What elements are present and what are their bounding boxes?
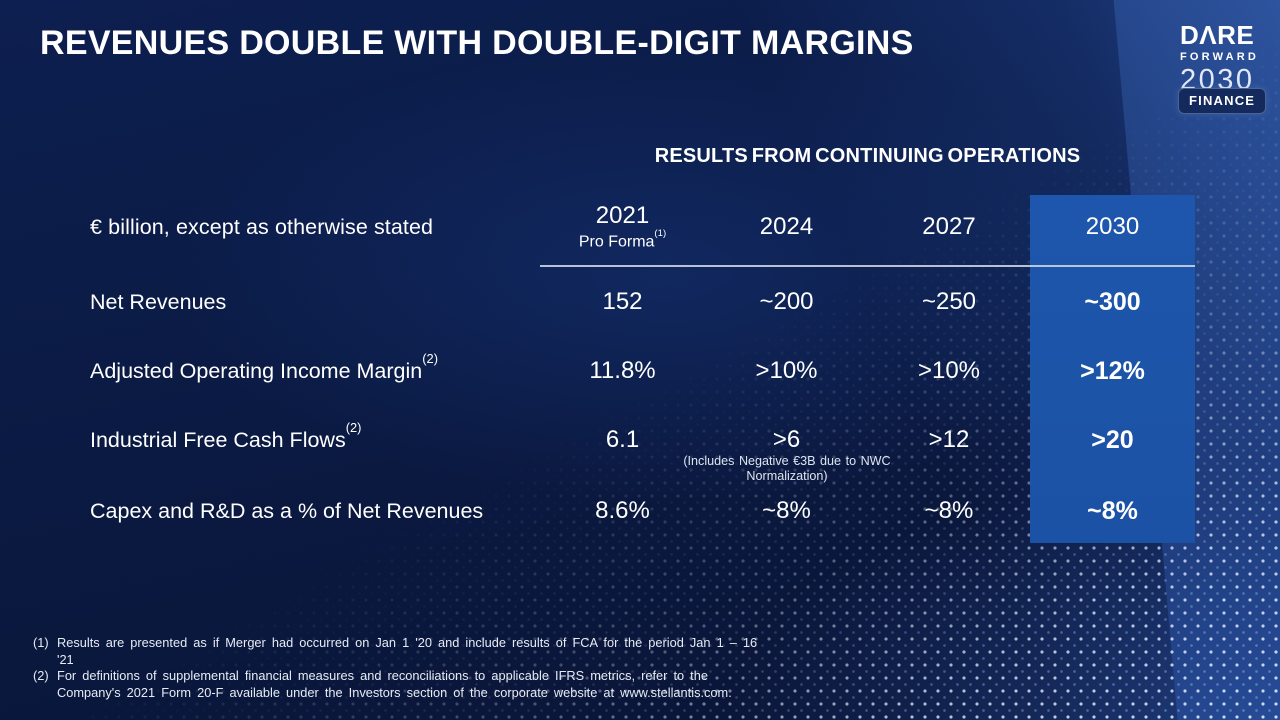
column-header-2030: 2030: [1085, 213, 1140, 240]
footnote-text: Results are presented as if Merger had o…: [57, 635, 758, 667]
table-cell: >6: [772, 426, 801, 453]
unit-note: € billion, except as otherwise stated: [90, 214, 434, 239]
row-label: Industrial Free Cash Flows(2): [90, 420, 362, 453]
table-header-row: € billion, except as otherwise stated 20…: [90, 195, 1195, 259]
column-header-2024: 2024: [759, 213, 814, 240]
table-cell: 11.8%: [589, 357, 656, 384]
table-cell: >12%: [1080, 356, 1145, 385]
table-cell: ~200: [759, 288, 814, 315]
table-cell: 8.6%: [595, 497, 650, 524]
footnote-ref-2: (2): [422, 351, 438, 367]
table-row-adjusted-operating-income-margin: Adjusted Operating Income Margin(2) 11.8…: [90, 346, 1195, 396]
fcf-2024-note: (Includes Negative €3B due to NWC Normal…: [683, 454, 891, 483]
table-heading: RESULTS FROM CONTINUING OPERATIONS: [654, 145, 1081, 167]
table-row-net-revenues: Net Revenues 152 ~200 ~250 ~300: [90, 277, 1195, 327]
dare-forward-2030-logo: DΛRE FORWARD 2030: [1180, 22, 1259, 95]
slide-title: REVENUES DOUBLE WITH DOUBLE-DIGIT MARGIN…: [40, 24, 914, 62]
footnote-marker: (2): [33, 668, 49, 683]
logo-forward-text: FORWARD: [1180, 51, 1260, 63]
finance-badge: FINANCE: [1178, 88, 1267, 114]
table-cell: >12: [928, 426, 970, 453]
table-cell: ~8%: [1087, 496, 1138, 525]
highlight-2030-column: [1030, 195, 1195, 543]
row-label: Adjusted Operating Income Margin(2): [90, 351, 438, 384]
footnote-1: (1) Results are presented as if Merger h…: [33, 635, 765, 668]
column-header-subtitle: Pro Forma(1): [578, 227, 667, 251]
footnote-2: (2) For definitions of supplemental fina…: [33, 668, 765, 701]
footnote-ref-1: (1): [654, 227, 667, 239]
footnote-text: For definitions of supplemental financia…: [57, 668, 732, 700]
table-cell: ~300: [1084, 287, 1141, 316]
footnote-marker: (1): [33, 635, 49, 650]
table-cell: ~8%: [924, 497, 974, 524]
column-header-2027: 2027: [922, 213, 976, 240]
footnotes: (1) Results are presented as if Merger h…: [33, 635, 765, 701]
table-cell: ~250: [921, 288, 977, 315]
header-separator-line: [540, 265, 1195, 267]
column-header-2021-pro-forma: 2021 Pro Forma(1): [540, 202, 705, 251]
table-cell: 6.1: [605, 426, 640, 453]
footnote-ref-2: (2): [345, 420, 362, 436]
logo-dare-wordmark: DΛRE: [1180, 20, 1255, 50]
row-label: Net Revenues: [90, 290, 227, 315]
table-row-capex-rd: Capex and R&D as a % of Net Revenues 8.6…: [90, 486, 1195, 536]
table-cell: 152: [602, 288, 643, 315]
table-cell: ~8%: [762, 497, 811, 524]
table-cell: >20: [1091, 425, 1134, 454]
table-row-industrial-free-cash-flows: Industrial Free Cash Flows(2) 6.1 >6 >12…: [90, 415, 1195, 465]
table-cell: >10%: [917, 357, 981, 384]
row-label: Capex and R&D as a % of Net Revenues: [90, 499, 484, 524]
table-cell: >10%: [755, 357, 818, 384]
column-header-year: 2021: [595, 202, 650, 230]
